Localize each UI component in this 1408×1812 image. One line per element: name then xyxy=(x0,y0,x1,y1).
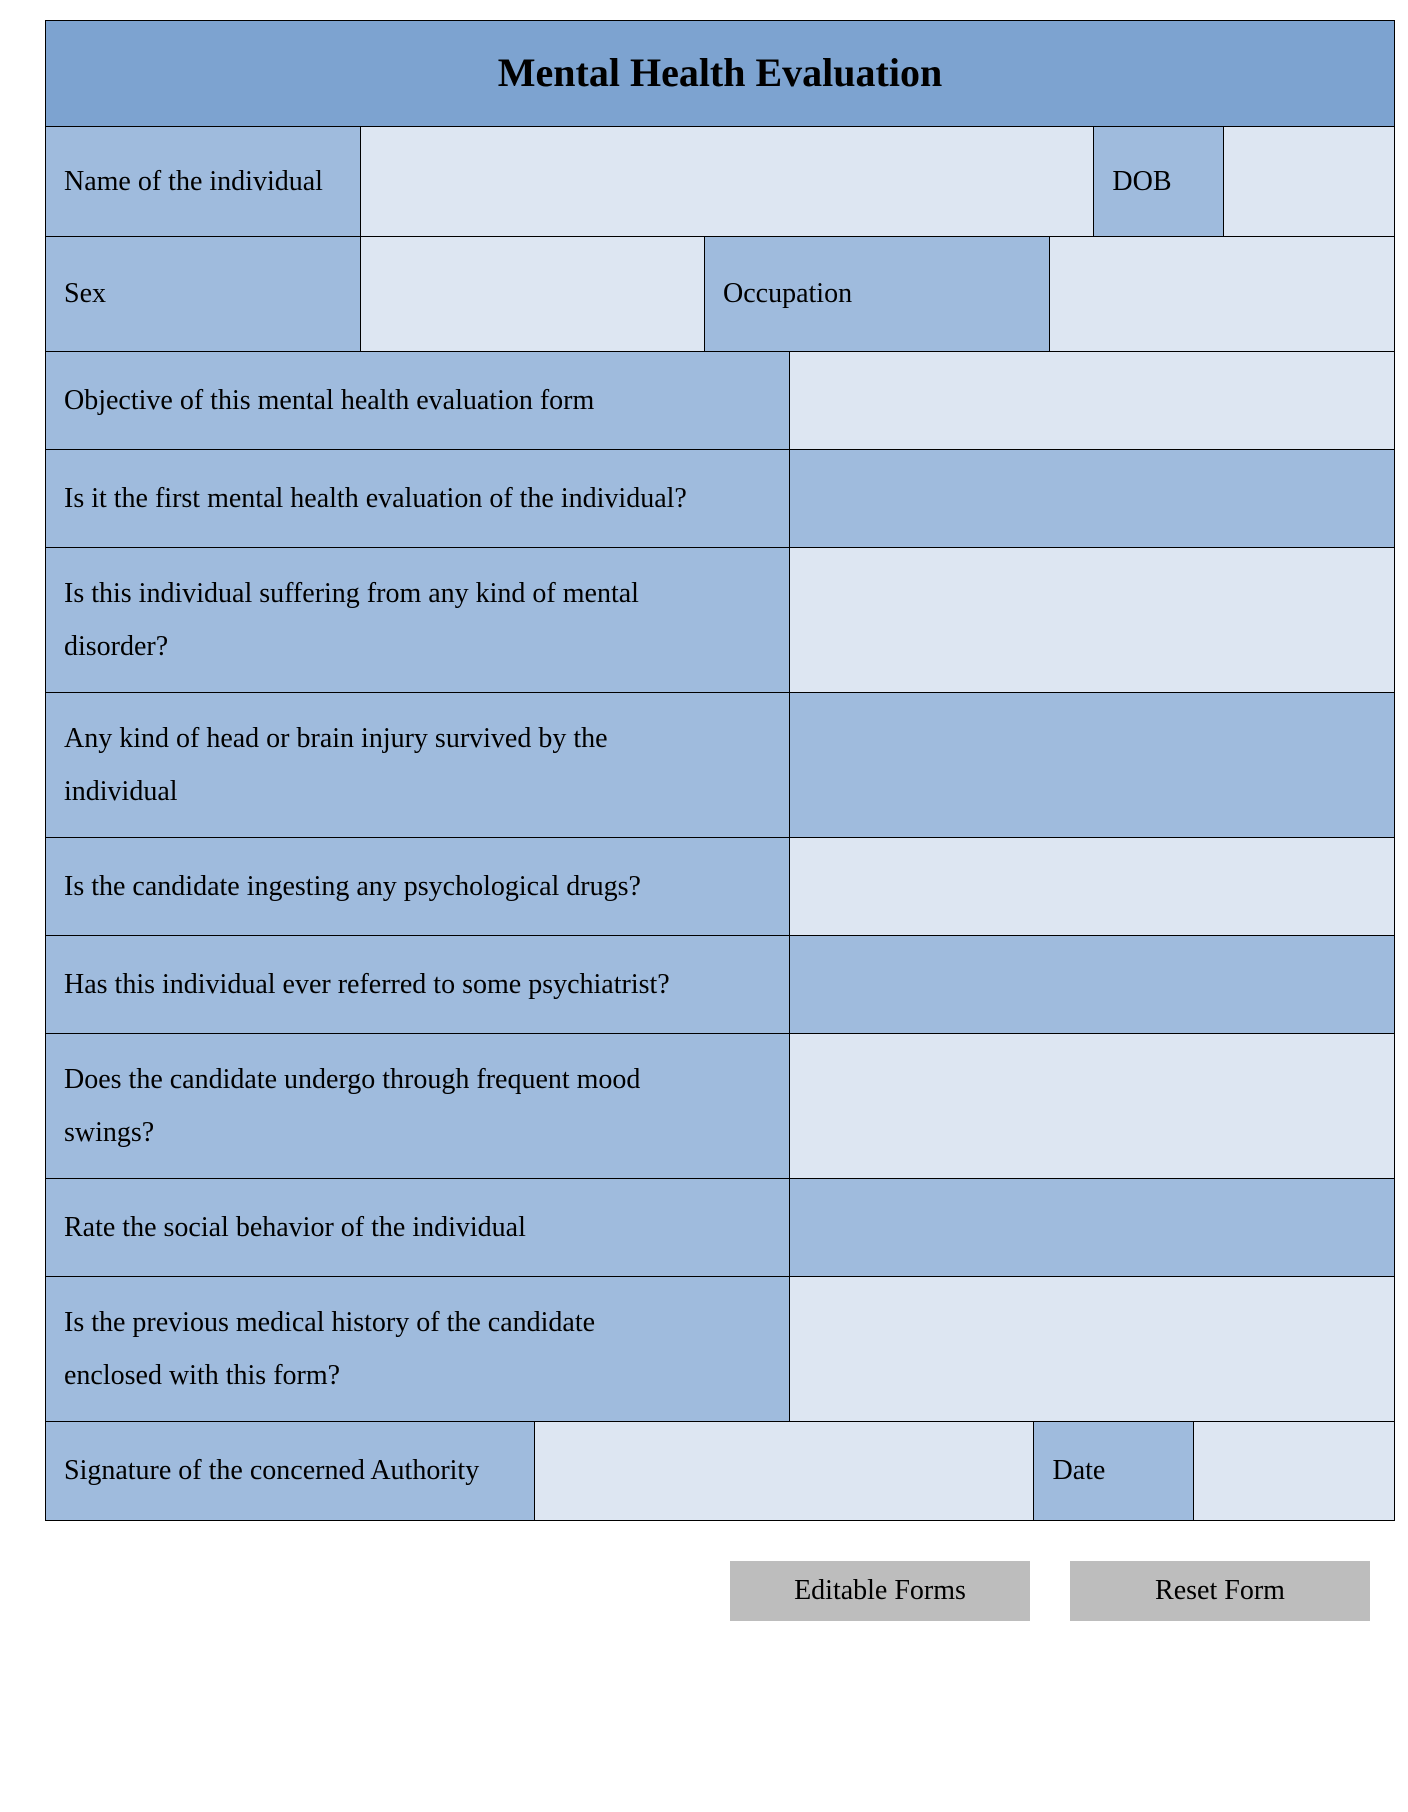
question-row-0: Objective of this mental health evaluati… xyxy=(46,352,1394,450)
question-input-3[interactable] xyxy=(790,693,1394,837)
question-label-6-line2: swings? xyxy=(64,1106,154,1159)
signature-label: Signature of the concerned Authority xyxy=(46,1422,535,1520)
question-row-6: Does the candidate undergo through frequ… xyxy=(46,1034,1394,1179)
question-input-6[interactable] xyxy=(790,1034,1394,1178)
question-row-5: Has this individual ever referred to som… xyxy=(46,936,1394,1034)
occupation-label: Occupation xyxy=(705,237,1049,351)
question-label-0: Objective of this mental health evaluati… xyxy=(46,352,790,449)
question-label-6-line1: Does the candidate undergo through frequ… xyxy=(64,1053,640,1106)
question-row-7: Rate the social behavior of the individu… xyxy=(46,1179,1394,1277)
question-input-5[interactable] xyxy=(790,936,1394,1033)
row-signature-date: Signature of the concerned Authority Dat… xyxy=(46,1422,1394,1520)
reset-form-button[interactable]: Reset Form xyxy=(1070,1561,1370,1621)
question-input-7[interactable] xyxy=(790,1179,1394,1276)
question-label-3: Any kind of head or brain injury survive… xyxy=(46,693,790,837)
name-label: Name of the individual xyxy=(46,127,361,236)
question-label-2-line1: Is this individual suffering from any ki… xyxy=(64,567,639,620)
form-title-row: Mental Health Evaluation xyxy=(46,21,1394,127)
question-label-1: Is it the first mental health evaluation… xyxy=(46,450,790,547)
question-row-1: Is it the first mental health evaluation… xyxy=(46,450,1394,548)
dob-label: DOB xyxy=(1094,127,1224,236)
name-input[interactable] xyxy=(361,127,1095,236)
question-label-8-line2: enclosed with this form? xyxy=(64,1349,340,1402)
question-label-3-line2: individual xyxy=(64,765,178,818)
signature-input[interactable] xyxy=(535,1422,1034,1520)
question-label-2-line2: disorder? xyxy=(64,620,168,673)
question-input-4[interactable] xyxy=(790,838,1394,935)
date-input[interactable] xyxy=(1194,1422,1394,1520)
question-input-0[interactable] xyxy=(790,352,1394,449)
button-bar: Editable Forms Reset Form xyxy=(45,1521,1395,1621)
row-sex-occupation: Sex Occupation xyxy=(46,237,1394,352)
form-container: Mental Health Evaluation Name of the ind… xyxy=(45,20,1395,1521)
row-name-dob: Name of the individual DOB xyxy=(46,127,1394,237)
question-row-3: Any kind of head or brain injury survive… xyxy=(46,693,1394,838)
sex-input[interactable] xyxy=(361,237,705,351)
question-label-3-line1: Any kind of head or brain injury survive… xyxy=(64,712,608,765)
question-input-8[interactable] xyxy=(790,1277,1394,1421)
question-row-4: Is the candidate ingesting any psycholog… xyxy=(46,838,1394,936)
question-input-1[interactable] xyxy=(790,450,1394,547)
question-label-5: Has this individual ever referred to som… xyxy=(46,936,790,1033)
question-label-2: Is this individual suffering from any ki… xyxy=(46,548,790,692)
dob-input[interactable] xyxy=(1224,127,1394,236)
question-label-6: Does the candidate undergo through frequ… xyxy=(46,1034,790,1178)
question-label-4: Is the candidate ingesting any psycholog… xyxy=(46,838,790,935)
editable-forms-button[interactable]: Editable Forms xyxy=(730,1561,1030,1621)
question-label-7: Rate the social behavior of the individu… xyxy=(46,1179,790,1276)
question-label-8: Is the previous medical history of the c… xyxy=(46,1277,790,1421)
date-label: Date xyxy=(1034,1422,1194,1520)
occupation-input[interactable] xyxy=(1050,237,1394,351)
sex-label: Sex xyxy=(46,237,361,351)
question-label-8-line1: Is the previous medical history of the c… xyxy=(64,1296,595,1349)
question-row-2: Is this individual suffering from any ki… xyxy=(46,548,1394,693)
form-title: Mental Health Evaluation xyxy=(498,50,942,95)
question-row-8: Is the previous medical history of the c… xyxy=(46,1277,1394,1422)
question-input-2[interactable] xyxy=(790,548,1394,692)
